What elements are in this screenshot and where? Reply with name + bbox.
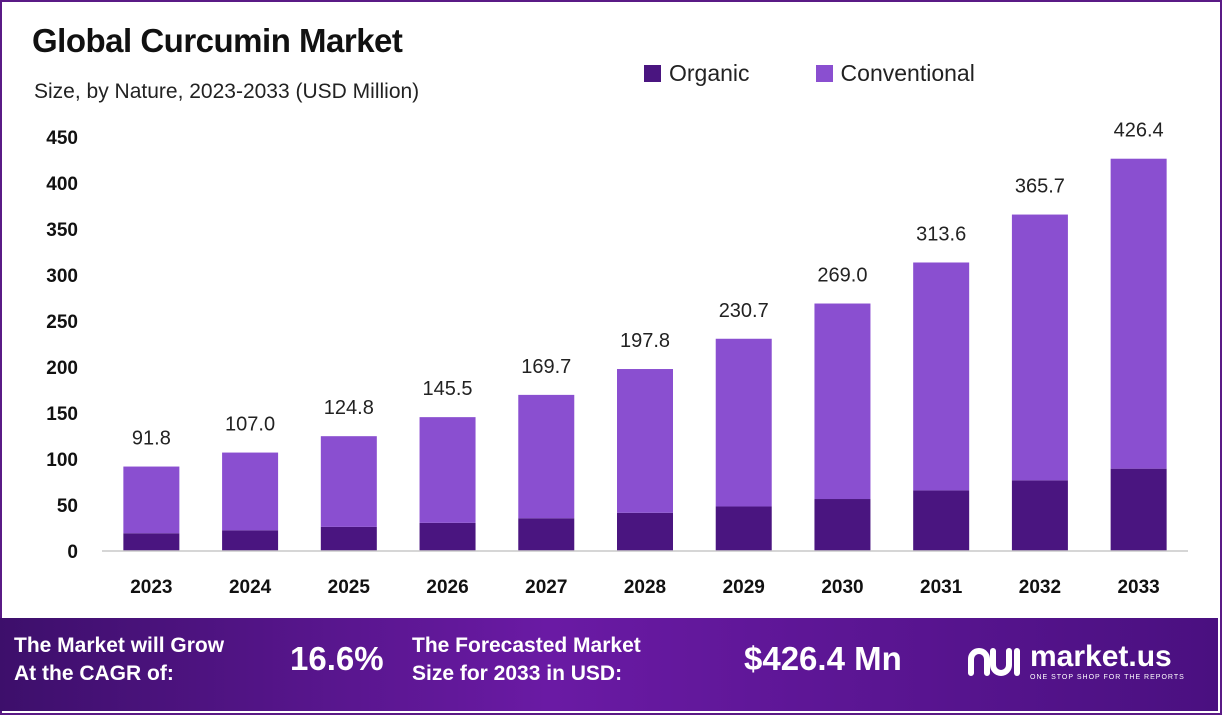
bar-organic-2032 [1011, 480, 1068, 551]
bar-conventional-2028 [617, 369, 673, 513]
cagr-label: The Market will Grow At the CAGR of: [14, 632, 224, 688]
y-tick-label: 350 [46, 220, 78, 241]
bar-conventional-2024 [222, 452, 279, 531]
x-tick-label: 2025 [328, 577, 371, 598]
legend-item-organic: Organic [644, 60, 750, 87]
data-label-total: 269.0 [817, 265, 867, 287]
y-tick-label: 100 [46, 450, 78, 471]
cagr-value: 16.6% [290, 640, 384, 677]
x-tick-label: 2033 [1117, 577, 1159, 598]
bar-organic-2024 [222, 530, 279, 551]
data-label-total: 91.8 [132, 428, 171, 450]
chart-subtitle: Size, by Nature, 2023-2033 (USD Million) [34, 80, 420, 103]
legend-label-conventional: Conventional [840, 60, 975, 86]
bar-organic-2023 [123, 533, 180, 551]
chart-legend: Organic Conventional [644, 60, 1041, 87]
data-label-total: 145.5 [423, 378, 473, 400]
y-tick-label: 0 [67, 542, 78, 563]
bar-conventional-2026 [419, 417, 476, 523]
legend-label-organic: Organic [669, 60, 750, 86]
forecast-label-line1: The Forecasted Market [412, 634, 641, 657]
y-tick-label: 150 [46, 404, 78, 425]
bars-group [123, 158, 1167, 551]
y-tick-label: 450 [46, 128, 78, 149]
brand-logo-icon [968, 647, 1020, 676]
data-label-total: 107.0 [225, 414, 275, 436]
bar-conventional-2025 [320, 436, 377, 527]
bar-conventional-2030 [814, 303, 871, 500]
footer-banner: The Market will Grow At the CAGR of: 16.… [0, 618, 1218, 711]
brand-tagline: ONE STOP SHOP FOR THE REPORTS [1030, 674, 1185, 681]
x-tick-label: 2031 [920, 577, 963, 598]
bar-organic-2031 [913, 490, 970, 551]
brand-text: market.us ONE STOP SHOP FOR THE REPORTS [1030, 640, 1185, 682]
bar-conventional-2023 [123, 466, 180, 534]
y-axis: 0 50 100 150 200 250 300 350 400 450 [46, 128, 78, 563]
forecast-label-line2: Size for 2033 in USD: [412, 662, 623, 685]
y-tick-label: 300 [46, 266, 78, 287]
bar-organic-2033 [1110, 468, 1167, 551]
x-tick-label: 2027 [525, 577, 567, 598]
bar-conventional-2033 [1110, 158, 1167, 469]
brand-name: market.us [1030, 640, 1172, 673]
legend-swatch-organic [644, 65, 661, 82]
x-axis: 2023 2024 2025 2026 2027 2028 2029 2030 2031 2032… [130, 577, 1160, 598]
bar-conventional-2027 [518, 394, 575, 519]
y-tick-label: 200 [46, 358, 78, 379]
chart-title: Global Curcumin Market [32, 22, 403, 59]
data-label-total: 230.7 [719, 300, 769, 322]
legend-item-conventional: Conventional [815, 60, 975, 87]
bar-organic-2027 [518, 518, 575, 551]
y-tick-label: 400 [46, 174, 78, 195]
data-label-total: 426.4 [1114, 120, 1164, 142]
forecast-label: The Forecasted Market Size for 2033 in U… [412, 632, 641, 688]
x-tick-label: 2024 [229, 577, 272, 598]
bar-organic-2028 [617, 512, 673, 551]
x-tick-label: 2030 [821, 577, 863, 598]
y-tick-label: 250 [46, 312, 78, 333]
cagr-label-line1: The Market will Grow [14, 634, 225, 657]
data-label-total: 197.8 [620, 330, 670, 352]
bar-organic-2030 [814, 499, 871, 551]
x-tick-label: 2023 [130, 577, 172, 598]
x-tick-label: 2028 [624, 577, 666, 598]
x-tick-label: 2029 [723, 577, 765, 598]
data-label-total: 169.7 [521, 356, 571, 378]
bar-organic-2025 [320, 526, 377, 551]
y-tick-label: 50 [57, 496, 78, 517]
data-labels: 91.8 107.0 124.8 145.5 169.7 197.8 230.7 269.0 3… [132, 120, 1164, 450]
forecast-value: $426.4 Mn [744, 640, 902, 677]
x-tick-label: 2026 [426, 577, 468, 598]
bar-organic-2029 [715, 506, 772, 551]
brand-block: market.us ONE STOP SHOP FOR THE REPORTS [966, 642, 1185, 681]
legend-swatch-conventional [815, 65, 833, 82]
bar-organic-2026 [419, 522, 476, 551]
data-label-total: 313.6 [916, 223, 966, 245]
data-label-total: 124.8 [324, 397, 374, 419]
bar-conventional-2032 [1011, 214, 1068, 481]
bar-conventional-2031 [913, 262, 970, 491]
bar-conventional-2029 [715, 338, 772, 507]
x-tick-label: 2032 [1019, 577, 1061, 598]
cagr-label-line2: At the CAGR of: [14, 662, 174, 685]
chart-plot: 0 50 100 150 200 250 300 350 400 450 2023 2024 2025… [46, 120, 1188, 598]
data-label-total: 365.7 [1015, 176, 1065, 198]
